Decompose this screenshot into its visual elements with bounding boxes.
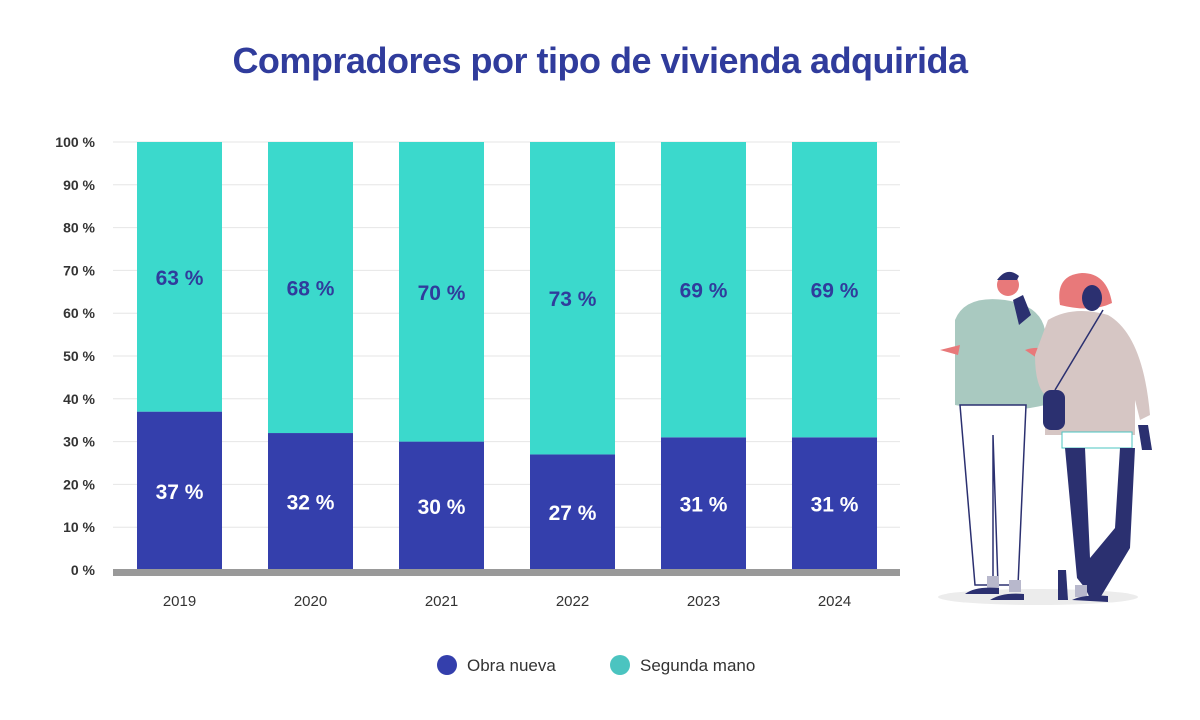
legend-marker: [610, 655, 630, 675]
x-tick-label: 2020: [294, 593, 327, 610]
x-tick-label: 2022: [556, 593, 589, 610]
bar-obra-nueva: [530, 454, 615, 570]
bar-segunda-mano: [137, 142, 222, 412]
y-tick-label: 70 %: [63, 262, 95, 278]
y-tick-label: 0 %: [71, 562, 96, 578]
bar-segunda-mano: [530, 142, 615, 455]
data-label: 68 %: [287, 278, 335, 301]
y-tick-label: 50 %: [63, 348, 95, 364]
data-label: 37 %: [156, 481, 204, 504]
data-label: 69 %: [680, 280, 728, 303]
x-tick-label: 2023: [687, 593, 720, 610]
y-tick-label: 40 %: [63, 391, 95, 407]
legend-label: Segunda mano: [640, 656, 755, 675]
data-label: 73 %: [549, 288, 597, 311]
y-tick-label: 100 %: [55, 134, 95, 150]
x-tick-label: 2019: [163, 593, 196, 610]
legend-marker: [437, 655, 457, 675]
y-tick-label: 10 %: [63, 519, 95, 535]
y-tick-label: 20 %: [63, 476, 95, 492]
data-label: 63 %: [156, 267, 204, 290]
x-tick-label: 2024: [818, 593, 851, 610]
data-label: 32 %: [287, 492, 335, 515]
chart-title: Compradores por tipo de vivienda adquiri…: [232, 40, 968, 81]
data-label: 31 %: [811, 494, 859, 517]
bar-segunda-mano: [792, 142, 877, 438]
bar-obra-nueva: [137, 411, 222, 570]
y-tick-label: 90 %: [63, 177, 95, 193]
data-label: 31 %: [680, 494, 728, 517]
y-tick-label: 80 %: [63, 220, 95, 236]
x-tick-label: 2021: [425, 593, 458, 610]
bar-obra-nueva: [792, 437, 877, 570]
bar-segunda-mano: [268, 142, 353, 434]
bar-obra-nueva: [399, 441, 484, 570]
x-axis-line: [113, 569, 900, 576]
y-tick-label: 60 %: [63, 305, 95, 321]
bar-segunda-mano: [661, 142, 746, 438]
bar-obra-nueva: [268, 433, 353, 570]
data-label: 27 %: [549, 502, 597, 525]
data-label: 30 %: [418, 496, 466, 519]
data-label: 69 %: [811, 280, 859, 303]
bar-segunda-mano: [399, 142, 484, 442]
y-tick-label: 30 %: [63, 434, 95, 450]
legend-label: Obra nueva: [467, 656, 556, 675]
bar-obra-nueva: [661, 437, 746, 570]
data-label: 70 %: [418, 282, 466, 305]
